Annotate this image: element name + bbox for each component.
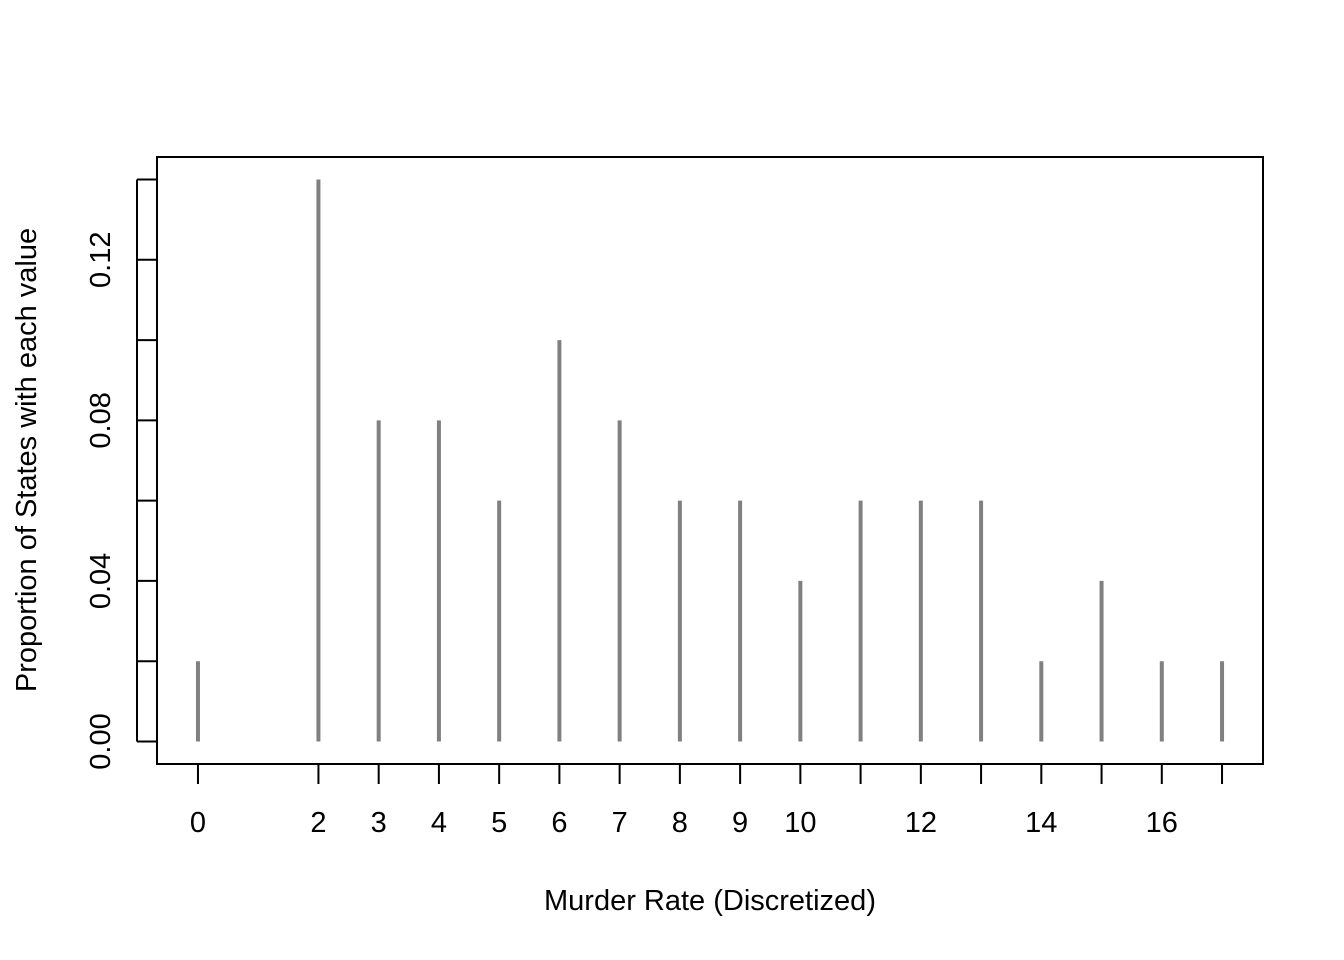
plot-frame bbox=[156, 156, 1264, 765]
y-axis-label: Proportion of States with each value bbox=[11, 228, 43, 692]
x-tick-label-5: 5 bbox=[491, 807, 507, 839]
x-tick-label-9: 9 bbox=[732, 807, 748, 839]
x-tick-label-3: 3 bbox=[371, 807, 387, 839]
y-tick-label-0.12: 0.12 bbox=[85, 232, 117, 288]
x-tick-label-16: 16 bbox=[1146, 807, 1178, 839]
bar-group bbox=[195, 179, 1225, 742]
x-tick-label-0: 0 bbox=[190, 807, 206, 839]
x-tick-label-10: 10 bbox=[784, 807, 816, 839]
y-tick-label-0.00: 0.00 bbox=[85, 713, 117, 769]
x-axis-label: Murder Rate (Discretized) bbox=[544, 885, 876, 917]
y-tick-label-0.08: 0.08 bbox=[85, 392, 117, 448]
y-axis: 0.00 0.04 0.08 0.12 bbox=[85, 178, 157, 770]
x-tick-label-12: 12 bbox=[905, 807, 937, 839]
x-tick-label-8: 8 bbox=[672, 807, 688, 839]
x-tick-label-14: 14 bbox=[1025, 807, 1057, 839]
x-axis: 0 2 3 4 5 6 7 8 9 10 12 14 16 bbox=[190, 763, 1224, 839]
x-tick-label-7: 7 bbox=[612, 807, 628, 839]
y-tick-label-0.04: 0.04 bbox=[85, 553, 117, 609]
x-tick-label-4: 4 bbox=[431, 807, 447, 839]
x-tick-label-2: 2 bbox=[310, 807, 326, 839]
x-tick-label-6: 6 bbox=[551, 807, 567, 839]
